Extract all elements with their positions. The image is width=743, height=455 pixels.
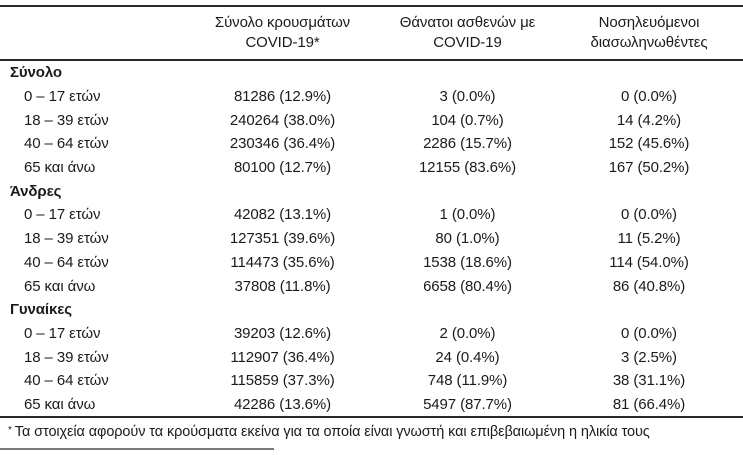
cases-cell: 80100 (12.7%) — [233, 159, 332, 177]
age-label: 18 – 39 ετών — [24, 348, 109, 366]
corner-cell — [0, 6, 185, 61]
intubated-cell: 0 (0.0%) — [621, 206, 677, 224]
cases-cell: 114473 (35.6%) — [230, 253, 335, 271]
cases-cell: 240264 (38.0%) — [229, 111, 336, 129]
deaths-cell: 6658 (80.4%) — [423, 277, 512, 295]
intubated-cell: 38 (31.1%) — [612, 372, 686, 390]
cases-cell: 115859 (37.3%) — [230, 372, 335, 390]
cases-cell: 127351 (39.6%) — [229, 230, 336, 248]
deaths-cell: 104 (0.7%) — [431, 111, 504, 129]
column-header-intubated-line2: διασωληνωθέντες — [590, 34, 708, 51]
intubated-cell: 14 (4.2%) — [616, 111, 682, 129]
column-header-intubated: Νοσηλευόμενοι διασωληνωθέντες — [555, 6, 743, 61]
cases-cell: 42082 (13.1%) — [233, 206, 332, 224]
table-row: 65 και άνω 80100 (12.7%) 12155 (83.6%) 1… — [0, 156, 743, 180]
column-header-cases: Σύνολο κρουσμάτων COVID-19* — [185, 6, 380, 61]
intubated-cell: 81 (66.4%) — [612, 395, 686, 413]
age-label: 40 – 64 ετών — [24, 253, 109, 271]
column-header-intubated-line1: Νοσηλευόμενοι — [598, 14, 700, 31]
section-label-men: Άνδρες — [10, 182, 62, 200]
cases-cell: 42286 (13.6%) — [233, 395, 332, 413]
age-label: 40 – 64 ετών — [24, 135, 109, 153]
deaths-cell: 748 (11.9%) — [427, 372, 508, 390]
column-header-deaths-line2: COVID-19 — [433, 34, 502, 51]
table-row: 0 – 17 ετών 39203 (12.6%) 2 (0.0%) 0 (0.… — [0, 322, 743, 346]
column-header-cases-line1: Σύνολο κρουσμάτων — [214, 14, 351, 31]
section-label-total: Σύνολο — [10, 64, 62, 82]
age-label: 18 – 39 ετών — [24, 111, 109, 129]
table-row: 40 – 64 ετών 115859 (37.3%) 748 (11.9%) … — [0, 369, 743, 393]
table-row: 0 – 17 ετών 81286 (12.9%) 3 (0.0%) 0 (0.… — [0, 85, 743, 109]
intubated-cell: 114 (54.0%) — [609, 253, 689, 271]
column-header-cases-line2: COVID-19* — [245, 34, 320, 51]
age-label: 40 – 64 ετών — [24, 372, 109, 390]
footnote: * Τα στοιχεία αφορούν τα κρούσματα εκείνα… — [0, 418, 743, 442]
age-label: 0 – 17 ετών — [24, 324, 101, 342]
intubated-cell: 11 (5.2%) — [617, 230, 681, 248]
cases-cell: 37808 (11.8%) — [234, 277, 331, 295]
section-row-men: Άνδρες — [0, 179, 743, 203]
column-header-deaths: Θάνατοι ασθενών με COVID-19 — [380, 6, 555, 61]
intubated-cell: 0 (0.0%) — [621, 88, 677, 106]
footnote-text: Τα στοιχεία αφορούν τα κρούσματα εκείνα … — [14, 424, 650, 441]
section-row-total: Σύνολο — [0, 60, 743, 85]
deaths-cell: 5497 (87.7%) — [423, 395, 512, 413]
table-row: 18 – 39 ετών 127351 (39.6%) 80 (1.0%) 11… — [0, 227, 743, 251]
table-row: 65 και άνω 37808 (11.8%) 6658 (80.4%) 86… — [0, 274, 743, 298]
intubated-cell: 152 (45.6%) — [608, 135, 690, 153]
deaths-cell: 12155 (83.6%) — [418, 159, 517, 177]
table-row: 40 – 64 ετών 114473 (35.6%) 1538 (18.6%)… — [0, 251, 743, 275]
age-label: 65 και άνω — [24, 159, 96, 177]
column-header-deaths-line1: Θάνατοι ασθενών με — [399, 14, 536, 31]
deaths-cell: 3 (0.0%) — [439, 88, 496, 106]
covid-statistics-table: Σύνολο κρουσμάτων COVID-19* Θάνατοι ασθε… — [0, 5, 743, 419]
age-label: 65 και άνω — [24, 277, 96, 295]
table-row: 18 – 39 ετών 240264 (38.0%) 104 (0.7%) 1… — [0, 108, 743, 132]
table-row: 65 και άνω 42286 (13.6%) 5497 (87.7%) 81… — [0, 393, 743, 418]
footnote-marker: * — [8, 425, 12, 437]
cases-cell: 39203 (12.6%) — [233, 324, 332, 342]
header-row: Σύνολο κρουσμάτων COVID-19* Θάνατοι ασθε… — [0, 6, 743, 61]
deaths-cell: 24 (0.4%) — [435, 348, 500, 366]
section-label-women: Γυναίκες — [10, 301, 72, 319]
intubated-cell: 167 (50.2%) — [608, 159, 690, 177]
cases-cell: 81286 (12.9%) — [233, 88, 332, 106]
footnote-separator-line — [0, 448, 274, 451]
cases-cell: 112907 (36.4%) — [230, 348, 335, 366]
age-label: 18 – 39 ετών — [24, 230, 109, 248]
age-label: 65 και άνω — [24, 395, 96, 413]
deaths-cell: 80 (1.0%) — [435, 230, 500, 248]
deaths-cell: 1 (0.0%) — [439, 206, 496, 224]
table-row: 40 – 64 ετών 230346 (36.4%) 2286 (15.7%)… — [0, 132, 743, 156]
age-label: 0 – 17 ετών — [24, 88, 101, 106]
intubated-cell: 86 (40.8%) — [612, 277, 686, 295]
section-row-women: Γυναίκες — [0, 298, 743, 322]
table-row: 18 – 39 ετών 112907 (36.4%) 24 (0.4%) 3 … — [0, 345, 743, 369]
intubated-cell: 3 (2.5%) — [621, 348, 677, 366]
age-label: 0 – 17 ετών — [24, 206, 101, 224]
deaths-cell: 2 (0.0%) — [439, 324, 496, 342]
deaths-cell: 2286 (15.7%) — [423, 135, 512, 153]
table-row: 0 – 17 ετών 42082 (13.1%) 1 (0.0%) 0 (0.… — [0, 203, 743, 227]
deaths-cell: 1538 (18.6%) — [423, 253, 512, 271]
cases-cell: 230346 (36.4%) — [229, 135, 336, 153]
intubated-cell: 0 (0.0%) — [621, 324, 677, 342]
